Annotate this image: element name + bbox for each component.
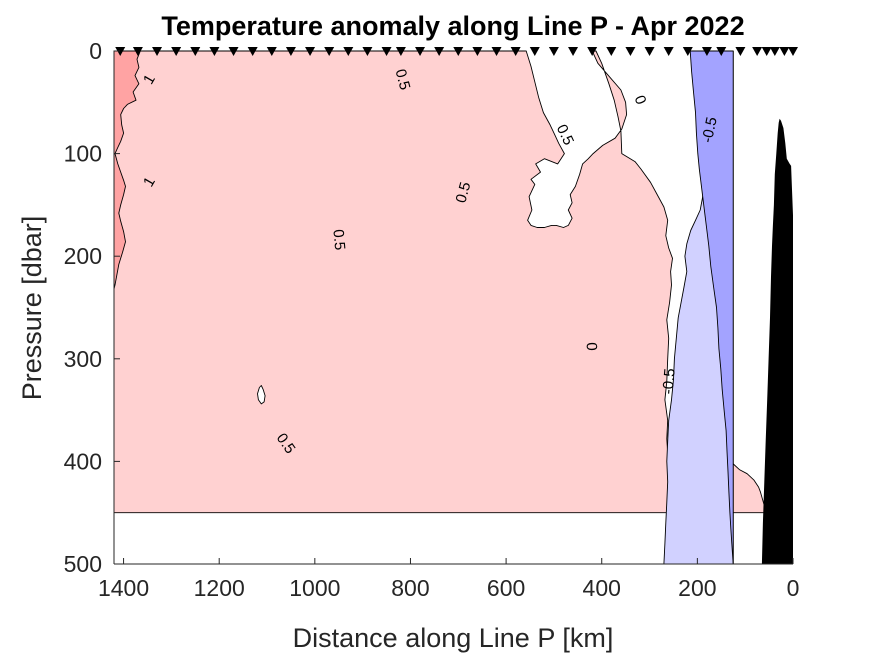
station-marker [415,47,426,56]
contour-label: 0.5 [453,180,475,205]
y-tick-label: 300 [64,346,102,372]
y-tick-label: 500 [64,551,102,577]
contour-label: 0 [583,342,600,351]
contour-label: -0.5 [699,115,721,144]
y-axis-label: Pressure [dbar] [17,216,47,401]
station-marker [701,47,712,56]
station-marker [209,47,220,56]
station-marker [682,47,693,56]
contour-label: -0.5 [660,368,679,395]
station-marker [761,47,772,56]
station-marker [752,47,763,56]
station-marker [395,47,406,56]
station-marker [548,47,559,56]
station-marker [132,47,143,56]
y-ticks: 0 100 200 300 400 500 [64,38,120,577]
contour-region-below-0-5 [689,50,734,565]
y-tick-label: 0 [89,38,102,64]
station-marker [769,47,780,56]
contour-label: 0.5 [329,229,348,251]
station-marker [285,47,296,56]
station-marker [491,47,502,56]
station-marker [644,47,655,56]
station-marker [266,47,277,56]
x-tick-label: 1400 [98,575,149,601]
station-marker [606,47,617,56]
x-tick-label: 800 [391,575,429,601]
x-tick-label: 1200 [194,575,245,601]
station-marker [190,47,201,56]
station-marker [381,47,392,56]
contour-label: 0.5 [391,67,413,92]
station-marker [587,47,598,56]
plot-area: 110.50.50.50.50.500-0.5-0.5 [113,47,798,565]
station-marker [453,47,464,56]
station-marker [171,47,182,56]
x-axis-label: Distance along Line P [km] [293,623,614,653]
y-tick-label: 400 [64,448,102,474]
bathymetry-region [761,118,793,564]
axes: 1400 1200 1000 800 600 400 200 0 0 100 200 300 400 5… [64,38,800,601]
y-tick-label: 100 [64,141,102,167]
station-marker [305,47,316,56]
x-ticks: 1400 1200 1000 800 600 400 200 0 [98,558,799,601]
station-marker [247,47,258,56]
station-marker [568,47,579,56]
station-marker [434,47,445,56]
station-marker [779,47,790,56]
station-marker [735,47,746,56]
station-marker [472,47,483,56]
station-marker [152,47,163,56]
station-marker [529,47,540,56]
station-marker [343,47,354,56]
contour-region-above-1 [113,50,141,290]
x-tick-label: 200 [678,575,716,601]
contour-region-from-0-to-0-5 [257,385,266,405]
y-tick-label: 200 [64,243,102,269]
x-tick-label: 600 [487,575,525,601]
x-tick-label: 0 [787,575,800,601]
station-marker [324,47,335,56]
station-marker [115,47,126,56]
station-markers [115,47,798,56]
station-marker [716,47,727,56]
x-tick-label: 1000 [289,575,340,601]
station-marker [362,47,373,56]
station-marker [663,47,674,56]
x-tick-label: 400 [583,575,621,601]
chart-title: Temperature anomaly along Line P - Apr 2… [161,11,744,41]
station-marker [510,47,521,56]
station-marker [625,47,636,56]
contour-regions [113,50,793,565]
station-marker [788,47,798,56]
station-marker [228,47,239,56]
